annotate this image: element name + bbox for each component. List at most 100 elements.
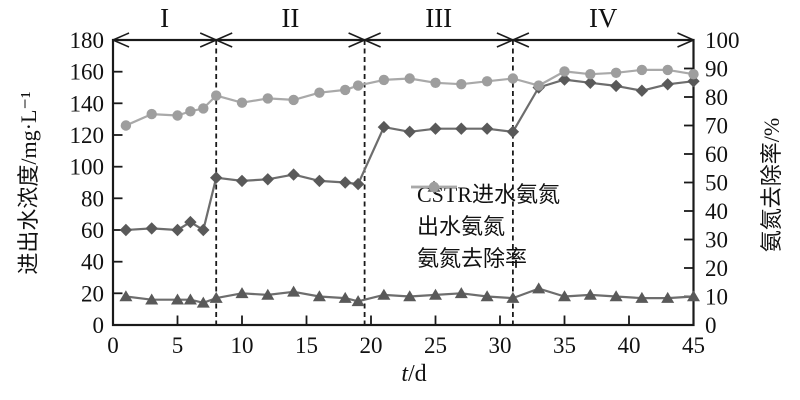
data-point-circle <box>456 79 467 90</box>
data-point-circle <box>378 74 390 86</box>
x-axis-unit: /d <box>408 361 427 387</box>
y-right-tick-label: 40 <box>705 199 728 224</box>
x-tick-label: 20 <box>360 333 383 358</box>
y-right-tick-label: 80 <box>705 85 728 110</box>
left-axis-title: 进出水浓度/mg·L⁻¹ <box>16 91 41 275</box>
data-point-triangle <box>558 290 571 302</box>
phase-arrowhead-right <box>677 39 694 48</box>
data-point-triangle <box>196 296 210 308</box>
phase-arrowhead-left <box>512 32 530 41</box>
data-point-circle <box>120 120 132 131</box>
legend-item-removal-rate: 氨氮去除率 <box>410 181 560 273</box>
data-point-circle <box>340 84 351 96</box>
phase-label: I <box>160 3 169 33</box>
data-point-diamond <box>609 79 623 93</box>
data-point-triangle <box>312 290 326 302</box>
plot-frame <box>111 38 695 327</box>
phase-arrowhead-left <box>512 39 530 48</box>
data-point-diamond <box>635 84 649 97</box>
y-right-tick-label: 0 <box>705 313 717 338</box>
data-point-circle <box>636 64 648 76</box>
data-point-circle <box>662 64 673 76</box>
y-right-tick-label: 90 <box>705 57 728 82</box>
phase-arrowhead-left <box>215 39 233 48</box>
x-tick-label: 10 <box>231 333 254 358</box>
data-point-diamond <box>145 222 158 235</box>
x-tick-label: 30 <box>489 333 512 358</box>
data-point-circle <box>314 87 325 98</box>
circle-series-swatch-icon <box>411 181 457 193</box>
data-point-triangle <box>183 293 197 305</box>
y-right-tick-label: 70 <box>705 114 728 139</box>
phase-arrowhead-right <box>199 32 217 41</box>
data-point-diamond <box>558 73 571 86</box>
data-point-triangle <box>287 285 301 297</box>
x-tick-label: 0 <box>107 333 119 358</box>
phase-arrowhead-left <box>364 39 381 48</box>
y-left-tick-label: 160 <box>70 60 105 85</box>
y-right-tick-label: 100 <box>705 28 740 53</box>
data-point-diamond <box>197 223 210 237</box>
y-left-tick-label: 140 <box>70 91 105 116</box>
y-left-tick-label: 100 <box>70 155 105 180</box>
y-left-tick-label: 80 <box>81 186 104 211</box>
data-point-triangle <box>171 293 184 305</box>
data-point-circle <box>198 103 209 114</box>
phase-arrowhead-left <box>112 39 130 48</box>
data-point-diamond <box>313 174 326 188</box>
data-point-diamond <box>351 177 365 191</box>
data-point-circle <box>481 76 493 87</box>
data-point-diamond <box>377 120 391 134</box>
data-point-diamond <box>455 122 468 135</box>
data-point-triangle <box>377 288 391 300</box>
right-axis-title: 氨氮去除率/% <box>759 117 784 253</box>
data-point-diamond <box>506 125 520 138</box>
circle-marker-icon <box>428 181 440 193</box>
data-point-triangle <box>454 287 468 299</box>
data-point-triangle <box>261 288 275 300</box>
y-left-tick-label: 40 <box>81 250 104 275</box>
data-point-diamond <box>235 174 249 188</box>
y-right-tick-label: 50 <box>705 171 728 196</box>
data-point-triangle <box>119 290 133 302</box>
x-tick-label: 5 <box>172 333 184 358</box>
data-point-triangle <box>506 291 520 303</box>
data-point-circle <box>288 94 299 106</box>
data-point-triangle <box>351 295 365 307</box>
data-point-diamond <box>661 78 674 91</box>
data-point-triangle <box>480 290 494 302</box>
data-point-diamond <box>584 76 597 89</box>
phase-arrowhead-left <box>215 32 233 41</box>
data-point-circle <box>610 67 622 79</box>
data-point-circle <box>430 77 441 89</box>
phase-arrowhead-right <box>677 32 694 41</box>
x-tick-label: 40 <box>618 333 641 358</box>
x-tick-label: 35 <box>553 333 576 358</box>
x-tick-label: 25 <box>424 333 447 358</box>
y-left-tick-label: 0 <box>93 313 105 338</box>
data-point-circle <box>352 80 364 91</box>
y-left-tick-label: 120 <box>70 123 105 148</box>
data-point-triangle <box>235 287 249 299</box>
data-point-circle <box>262 93 273 104</box>
data-point-triangle <box>209 291 223 303</box>
phase-arrowhead-right <box>496 39 514 48</box>
legend-item-effluent: 出水氨氮 <box>410 180 560 241</box>
data-point-circle <box>146 108 157 120</box>
data-point-triangle <box>532 282 546 294</box>
data-point-circle <box>507 73 519 84</box>
data-point-diamond <box>287 168 300 181</box>
data-point-circle <box>559 66 570 77</box>
data-point-circle <box>172 110 183 121</box>
data-point-triangle <box>609 290 623 302</box>
x-tick-label: 15 <box>295 333 318 358</box>
y-left-tick-label: 60 <box>81 218 104 243</box>
y-right-tick-label: 20 <box>705 256 728 281</box>
y-left-tick-label: 180 <box>70 28 105 53</box>
data-point-circle <box>688 69 699 80</box>
data-point-diamond <box>403 125 416 138</box>
data-point-triangle <box>403 290 417 302</box>
data-point-diamond <box>339 176 352 189</box>
